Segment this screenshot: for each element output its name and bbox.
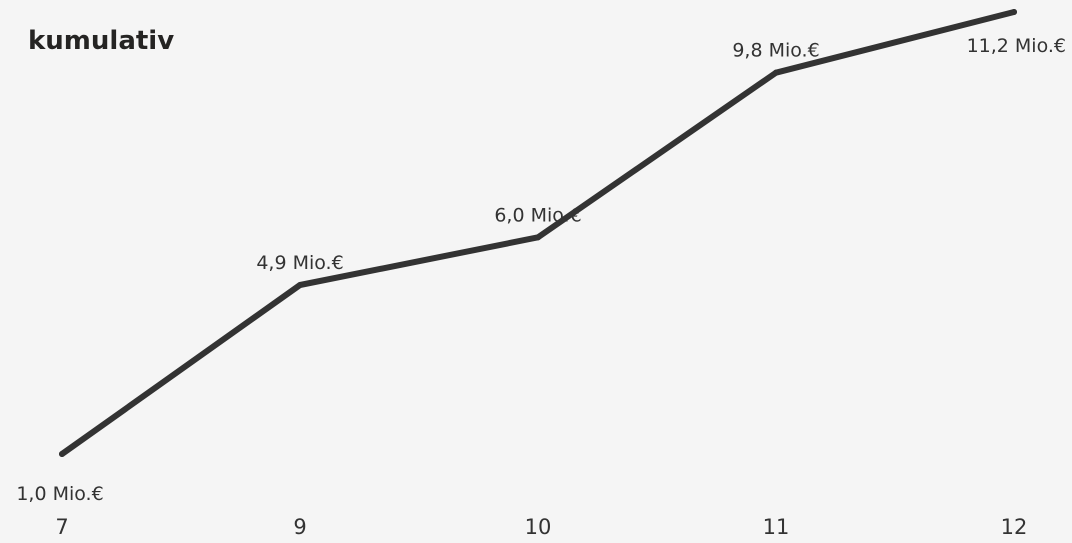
data-label: 4,9 Mio.€: [256, 252, 343, 274]
data-point: [535, 234, 541, 241]
x-tick-label: 9: [293, 515, 306, 539]
x-axis: 7 9 10 11 12: [55, 515, 1027, 539]
data-label: 6,0 Mio.€: [494, 204, 581, 226]
chart-title: kumulativ: [28, 26, 175, 56]
x-tick-label: 10: [525, 515, 552, 539]
x-tick-label: 12: [1001, 515, 1028, 539]
series-layer: [59, 9, 1017, 457]
x-tick-label: 7: [55, 515, 68, 539]
data-point: [297, 282, 303, 288]
data-point: [773, 69, 779, 76]
x-tick-label: 11: [763, 515, 790, 539]
series-line: [59, 9, 1017, 457]
data-label-layer: 1,0 Mio.€ 4,9 Mio.€ 6,0 Mio.€ 9,8 Mio.€ 11,2…: [16, 35, 1066, 505]
data-point: [59, 451, 65, 457]
data-label: 1,0 Mio.€: [16, 483, 103, 505]
data-label: 9,8 Mio.€: [732, 40, 819, 62]
data-point: [1011, 9, 1017, 15]
data-label: 11,2 Mio.€: [967, 35, 1066, 57]
